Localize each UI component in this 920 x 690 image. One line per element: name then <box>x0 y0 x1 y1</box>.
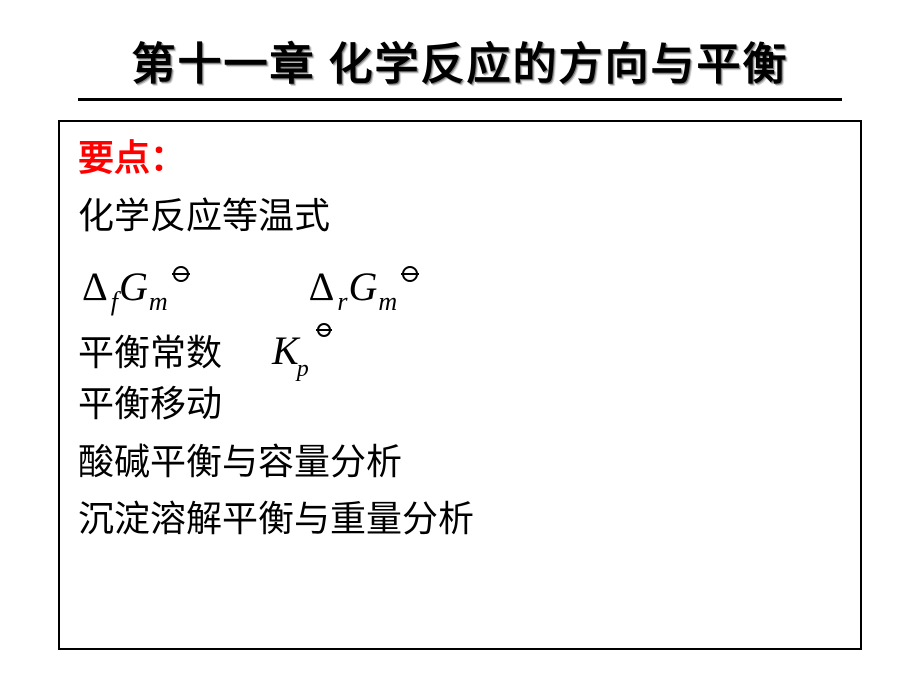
var-G: G <box>349 263 378 310</box>
slide-title: 第十一章 化学反应的方向与平衡 <box>132 28 789 92</box>
subscript-f: f <box>111 287 118 317</box>
delta-symbol: Δ <box>82 263 108 310</box>
standard-state-icon <box>402 266 418 282</box>
formula-Kp: Kp <box>272 327 311 374</box>
keypoints-label: 要点： <box>78 130 842 188</box>
subscript-m: m <box>149 287 168 317</box>
subscript-r: r <box>337 287 347 317</box>
standard-state-icon <box>317 323 331 337</box>
title-wrap: 第十一章 化学反应的方向与平衡 <box>0 0 920 101</box>
slide: 第十一章 化学反应的方向与平衡 要点： 化学反应等温式 Δ f G m Δ r … <box>0 0 920 690</box>
line-acid-base: 酸碱平衡与容量分析 <box>78 434 842 492</box>
row-eq-constant: 平衡常数 Kp <box>78 324 842 376</box>
formula-delta-f-G: Δ f G m <box>82 263 189 310</box>
line-eq-shift: 平衡移动 <box>78 376 842 434</box>
delta-symbol: Δ <box>309 263 335 310</box>
subscript-m: m <box>378 287 397 317</box>
eq-constant-label: 平衡常数 <box>78 324 222 376</box>
title-underline <box>78 98 842 101</box>
line-precipitation: 沉淀溶解平衡与重量分析 <box>78 491 842 549</box>
formula-delta-r-G: Δ r G m <box>309 263 419 310</box>
var-G: G <box>119 263 148 310</box>
formula-row-gibbs: Δ f G m Δ r G m <box>78 245 842 324</box>
subscript-p: p <box>297 356 309 382</box>
standard-state-icon <box>173 266 189 282</box>
var-K: K <box>272 328 299 373</box>
line-isothermal: 化学反应等温式 <box>78 188 842 246</box>
content-box: 要点： 化学反应等温式 Δ f G m Δ r G m 平衡常数 Kp <box>58 120 862 650</box>
